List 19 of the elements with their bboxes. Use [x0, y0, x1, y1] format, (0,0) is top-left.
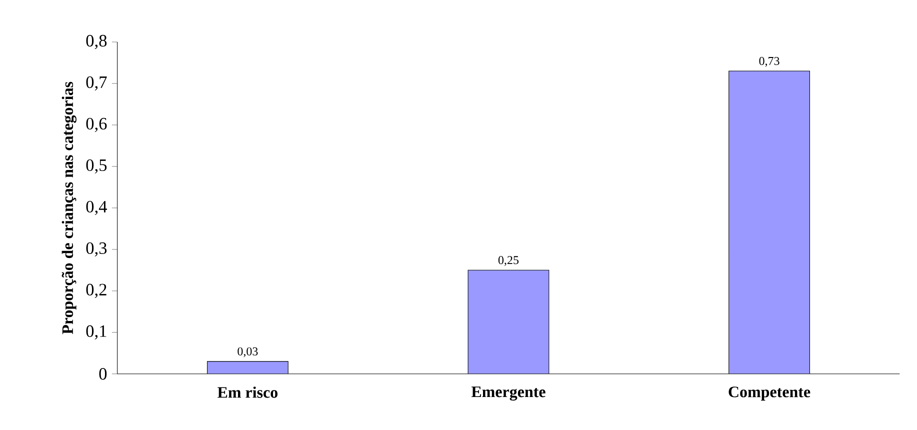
data-label: 0,73	[759, 57, 780, 67]
y-tick-label: 0,4	[86, 200, 107, 216]
x-tick-label: Em risco	[218, 386, 278, 398]
y-tick-label: 0,5	[86, 159, 107, 174]
x-tick-label: Emergente	[471, 386, 546, 401]
bar	[468, 270, 549, 374]
y-tick-label: 0,6	[86, 118, 107, 132]
y-tick-label: 0,8	[86, 34, 107, 50]
data-label: 0,25	[498, 256, 519, 266]
x-tick-label: Competente	[728, 386, 810, 401]
y-tick-label: 0,1	[86, 325, 106, 340]
y-tick-label: 0,7	[86, 76, 107, 91]
bar	[207, 362, 288, 374]
bar	[728, 70, 810, 374]
y-tick-label: 0,2	[86, 284, 106, 298]
y-tick-label: 0	[99, 368, 107, 380]
y-tick-label: 0,3	[86, 242, 107, 257]
y-axis-title: Proporção de crianças nas categorias	[62, 82, 76, 334]
data-label: 0,03	[238, 347, 258, 358]
